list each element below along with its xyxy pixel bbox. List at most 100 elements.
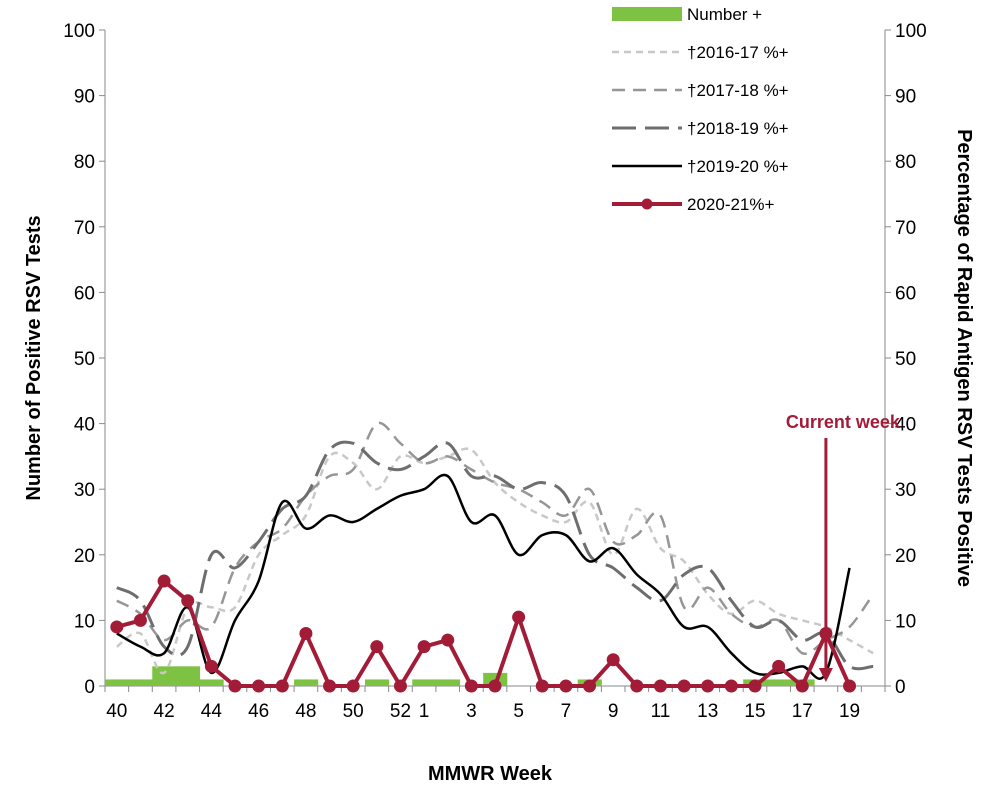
legend-label: †2016-17 %+	[687, 43, 789, 62]
x-tick-label: 7	[561, 701, 572, 722]
x-tick-label: 46	[248, 701, 269, 722]
y-tick-label-left: 60	[74, 283, 95, 304]
x-tick-label: 19	[839, 701, 860, 722]
x-tick-label: 44	[201, 701, 223, 722]
data-point-2020-21	[299, 627, 313, 641]
x-tick-label: 1	[419, 701, 430, 722]
y-tick-label-right: 80	[895, 152, 916, 173]
y-tick-label-left: 50	[74, 349, 95, 370]
y-tick-label-left: 90	[74, 87, 95, 108]
series-line	[116, 447, 874, 675]
y-tick-label-left: 70	[74, 218, 95, 239]
data-point-2020-21	[346, 679, 360, 693]
y-tick-label-right: 70	[895, 218, 916, 239]
x-tick-label: 50	[343, 701, 364, 722]
y-tick-label-left: 0	[84, 677, 95, 698]
y-tick-label-left: 40	[74, 415, 95, 436]
series-line	[116, 473, 851, 681]
bar	[105, 679, 130, 686]
data-point-2020-21	[275, 679, 289, 693]
series-line-2020-21	[116, 579, 852, 688]
current-week-label: Current week	[786, 412, 901, 432]
data-point-2020-21	[677, 679, 691, 693]
data-point-2020-21	[843, 679, 857, 693]
x-tick-label: 3	[466, 701, 477, 722]
data-point-2020-21	[441, 633, 455, 647]
data-point-2020-21	[417, 640, 431, 654]
y-tick-label-right: 10	[895, 611, 916, 632]
data-point-2020-21	[228, 679, 242, 693]
current-week-arrow-head	[818, 668, 833, 682]
bar	[365, 679, 390, 686]
series-line	[116, 440, 874, 671]
data-point-2020-21	[748, 679, 762, 693]
y-tick-label-left: 10	[74, 611, 95, 632]
bar	[766, 679, 791, 686]
y-tick-label-right: 50	[895, 349, 916, 370]
x-tick-label: 9	[608, 701, 619, 722]
y-tick-label-left: 20	[74, 546, 95, 567]
data-point-2020-21	[701, 679, 715, 693]
legend: Number + †2016-17 %+ †2017-18 %+ †2018-19 %…	[612, 5, 789, 214]
y-tick-label-right: 100	[895, 21, 927, 42]
bar	[199, 679, 224, 686]
y-tick-label-right: 90	[895, 87, 916, 108]
data-point-2020-21	[512, 610, 526, 624]
data-point-2020-21	[110, 620, 124, 634]
x-tick-label: 13	[697, 701, 718, 722]
legend-swatch-marker	[641, 198, 653, 210]
legend-label: †2017-18 %+	[687, 81, 789, 100]
data-point-2020-21	[133, 613, 147, 627]
y-tick-label-right: 40	[895, 415, 916, 436]
x-tick-label: 48	[295, 701, 316, 722]
x-axis-title: MMWR Week	[428, 763, 553, 785]
data-point-2020-21	[559, 679, 573, 693]
legend-label: Number +	[687, 5, 762, 24]
y-tick-label-left: 80	[74, 152, 95, 173]
y-tick-label-left: 100	[63, 21, 95, 42]
y-tick-label-right: 30	[895, 480, 916, 501]
y-tick-label-right: 20	[895, 546, 916, 567]
data-point-2020-21	[795, 679, 809, 693]
x-tick-label: 42	[154, 701, 175, 722]
tick-labels: 0 0 10 10 20 20 30 30 40 40 50 50 60 60 70 70 80 80 90 90 10…	[63, 21, 926, 722]
data-point-2020-21	[653, 679, 667, 693]
data-point-2020-21	[535, 679, 549, 693]
bar	[175, 666, 201, 686]
bar	[294, 679, 319, 686]
x-tick-label: 40	[106, 701, 127, 722]
legend-swatch-bar	[612, 7, 682, 21]
bar	[128, 679, 153, 686]
data-point-2020-21	[772, 659, 786, 673]
data-point-2020-21	[323, 679, 337, 693]
x-tick-label: 17	[792, 701, 813, 722]
legend-label: 2020-21%+	[687, 195, 775, 214]
current-week-annotation: Current week	[786, 412, 901, 682]
legend-label: †2019-20 %+	[687, 157, 789, 176]
y-axis-left-title: Number of Positive RSV Tests	[23, 215, 45, 500]
bar	[412, 679, 437, 686]
x-tick-label: 52	[390, 701, 411, 722]
y-tick-label-right: 60	[895, 283, 916, 304]
data-point-2020-21	[583, 679, 597, 693]
data-point-2020-21	[724, 679, 738, 693]
y-tick-label-right: 0	[895, 677, 906, 698]
x-tick-label: 5	[513, 701, 524, 722]
series-line	[116, 421, 875, 655]
x-tick-label: 11	[651, 701, 671, 722]
y-axis-right-title: Percentage of Rapid Antigen RSV Tests Po…	[953, 129, 975, 587]
data-point-2020-21	[157, 574, 171, 588]
data-point-2020-21	[252, 679, 266, 693]
data-point-2020-21	[393, 679, 407, 693]
line-series	[110, 421, 875, 693]
bar	[435, 679, 461, 686]
legend-label: †2018-19 %+	[687, 119, 789, 138]
y-tick-label-left: 30	[74, 480, 95, 501]
data-point-2020-21	[464, 679, 478, 693]
data-point-2020-21	[204, 659, 218, 673]
data-point-2020-21	[606, 653, 620, 667]
bar	[152, 666, 177, 686]
data-point-2020-21	[630, 679, 644, 693]
x-tick-label: 15	[744, 701, 765, 722]
